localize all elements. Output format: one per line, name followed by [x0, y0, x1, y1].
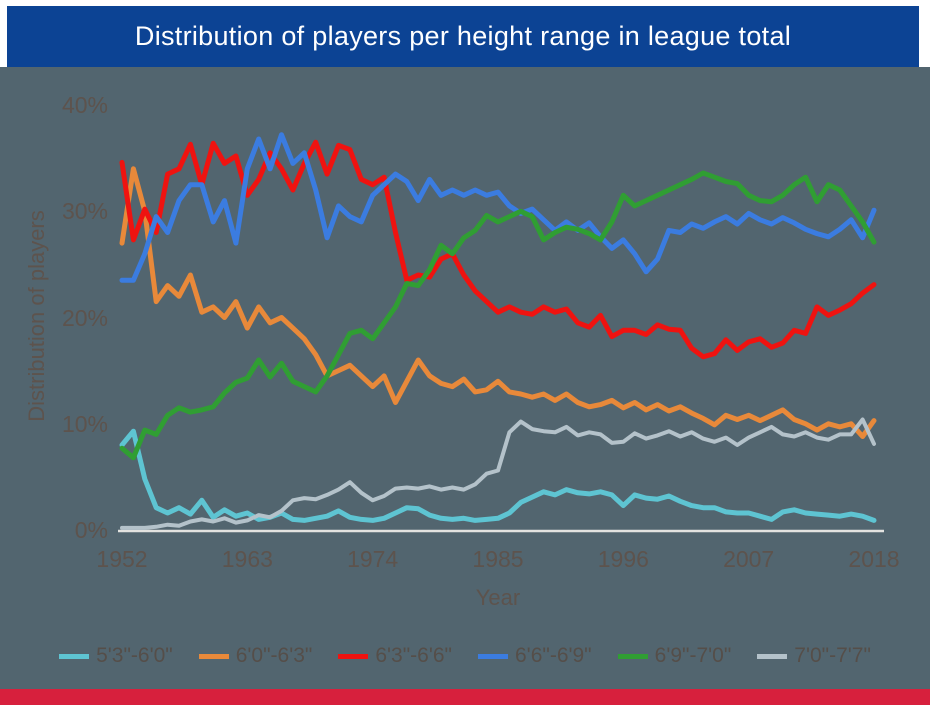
legend: 5'3"-6'0" 6'0"-6'3" 6'3"-6'6" 6'6"-6'9" 6'9"…	[0, 640, 930, 672]
legend-item[interactable]: 7'0"-7'7"	[757, 644, 871, 668]
legend-swatch	[617, 653, 648, 659]
chart-title-bar: Distribution of players per height range…	[7, 6, 919, 67]
legend-swatch	[478, 653, 508, 659]
y-tick-label: 30%	[61, 198, 108, 225]
legend-label: 6'9"-7'0"	[654, 644, 732, 667]
legend-label: 6'3"-6'6"	[375, 644, 452, 667]
y-tick-label: 10%	[61, 410, 108, 437]
x-tick-label: 2007	[723, 546, 775, 572]
legend-swatch	[338, 653, 369, 659]
legend-swatch	[59, 653, 90, 659]
legend-item[interactable]: 5'3"-6'0"	[59, 644, 173, 668]
y-tick-label: 40%	[61, 92, 108, 118]
y-axis-title: Distribution of players	[24, 210, 49, 422]
legend-item[interactable]: 6'0"-6'3"	[198, 644, 313, 668]
legend-item[interactable]: 6'3"-6'6"	[338, 644, 452, 668]
legend-label: 6'0"-6'3"	[235, 644, 313, 667]
x-tick-label: 1985	[472, 546, 524, 572]
legend-swatch	[757, 653, 788, 659]
y-tick-label: 0%	[74, 517, 108, 543]
series-line-6-0-6-3-[interactable]	[119, 166, 877, 439]
x-tick-label: 1952	[96, 546, 148, 572]
x-tick-label: 2018	[848, 546, 900, 572]
x-tick-label: 1963	[221, 546, 273, 572]
x-tick-label: 1996	[597, 546, 649, 572]
series-line-6-6-6-9-[interactable]	[119, 132, 877, 283]
x-tick-label: 1974	[347, 546, 399, 572]
series-line-6-3-6-6-[interactable]	[119, 139, 877, 360]
series-line-7-0-7-7-[interactable]	[120, 417, 876, 530]
series-line-6-9-7-0-[interactable]	[119, 170, 877, 461]
legend-swatch	[198, 653, 229, 659]
bottom-accent-bar	[0, 689, 930, 705]
x-axis-title: Year	[475, 585, 521, 610]
legend-label: 5'3"-6'0"	[96, 644, 173, 667]
legend-item[interactable]: 6'9"-7'0"	[617, 644, 732, 668]
legend-label: 6'6"-6'9"	[515, 644, 592, 667]
y-tick-label: 20%	[61, 304, 108, 331]
legend-label: 7'0"-7'7"	[794, 644, 871, 667]
legend-item[interactable]: 6'6"-6'9"	[478, 644, 592, 668]
series-line-5-3-6-0-[interactable]	[119, 428, 877, 523]
chart-title: Distribution of players per height range…	[134, 21, 792, 51]
